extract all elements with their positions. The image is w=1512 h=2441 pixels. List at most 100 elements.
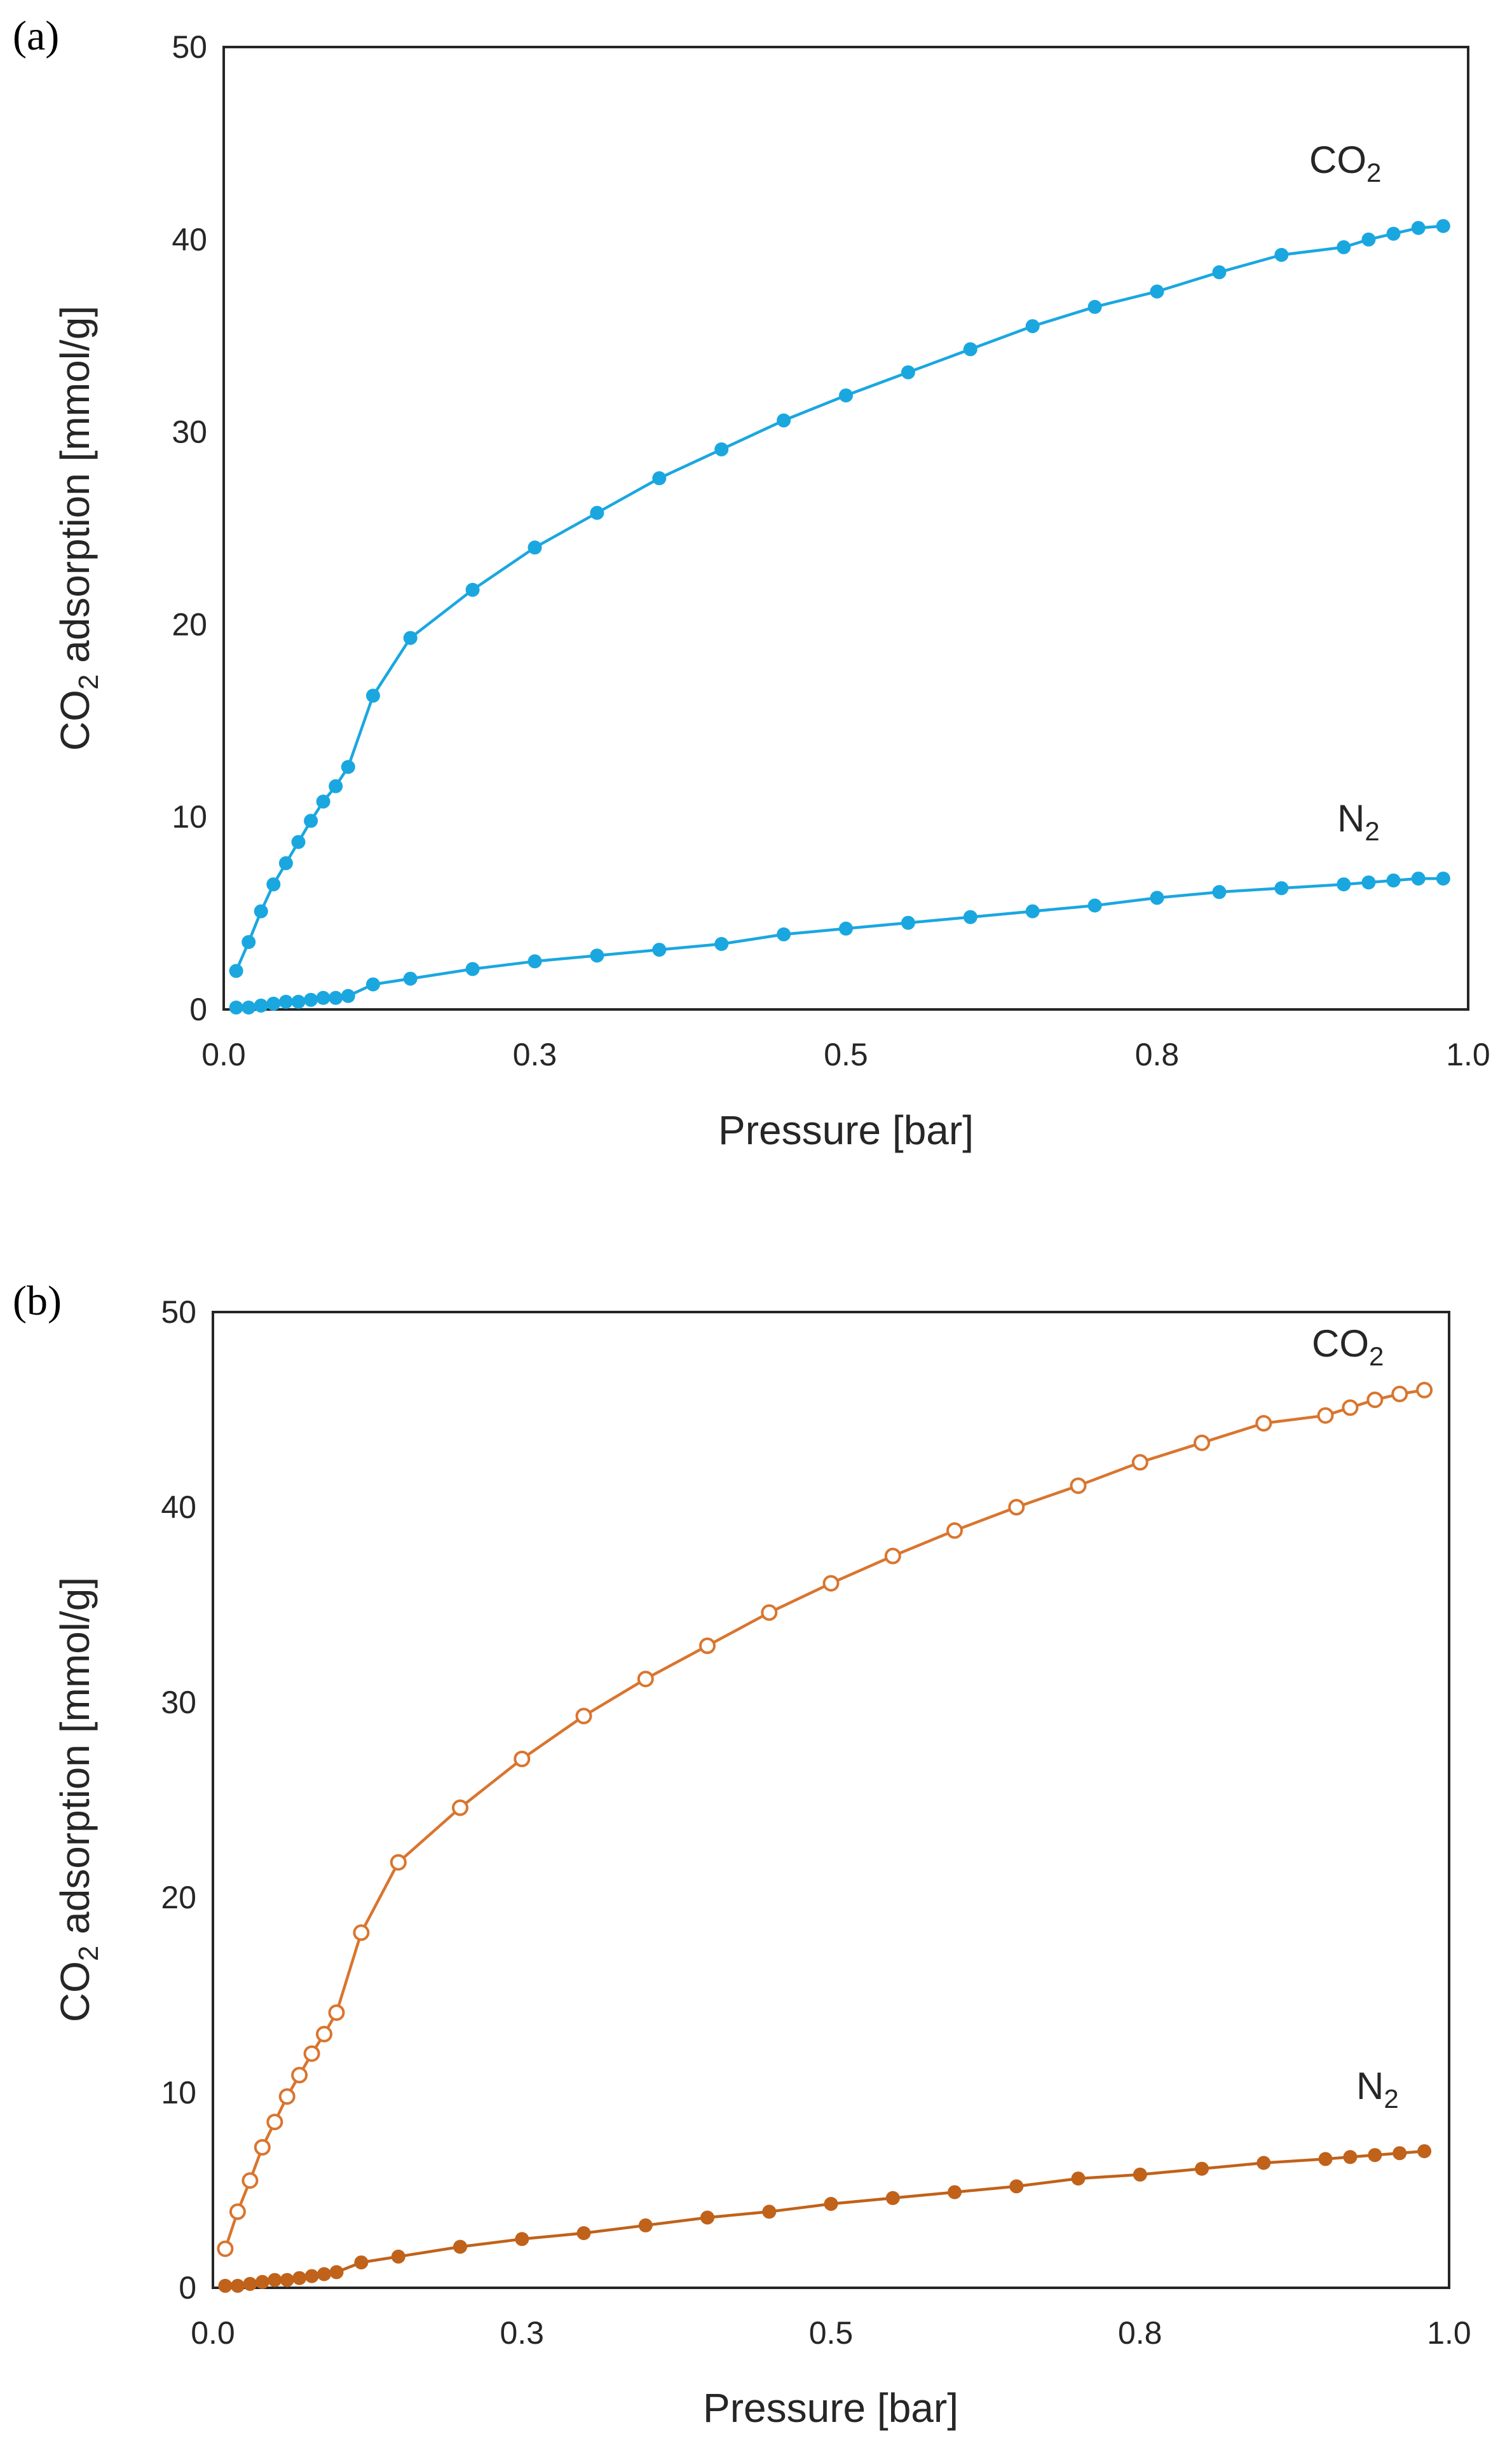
y-axis-title-b: CO2 adsorption [mmol/g] — [52, 1577, 104, 2022]
y-tick-label: 20 — [161, 1880, 196, 1915]
data-point-n2 — [963, 910, 977, 924]
data-point-co2 — [304, 814, 318, 828]
data-point-co2 — [278, 2088, 296, 2105]
data-point-n2 — [948, 2185, 962, 2199]
data-point-co2 — [266, 2114, 283, 2131]
data-point-n2 — [1133, 2167, 1147, 2182]
data-point-n2 — [354, 2255, 369, 2270]
y-tick-label: 0 — [189, 992, 207, 1027]
data-point-n2 — [1393, 2146, 1407, 2161]
data-point-co2 — [403, 631, 418, 645]
data-point-co2 — [316, 2025, 332, 2042]
data-point-co2 — [1274, 248, 1289, 262]
y-tick-labels-b: 0 10 20 30 40 50 — [161, 1294, 196, 2306]
data-point-n2 — [638, 2218, 653, 2232]
data-point-n2 — [777, 927, 791, 941]
data-point-co2 — [1317, 1407, 1334, 1424]
data-point-n2 — [229, 1001, 243, 1015]
data-point-co2 — [699, 1638, 716, 1654]
data-point-n2 — [329, 990, 343, 1005]
panel-label-a: (a) — [13, 13, 59, 59]
data-point-n2 — [254, 998, 268, 1013]
series-line-n2 — [236, 877, 1443, 1009]
data-point-co2 — [575, 1707, 592, 1725]
x-tick-label: 0.5 — [824, 1037, 868, 1072]
y-axis-title-a: CO2 adsorption [mmol/g] — [52, 306, 104, 751]
data-point-co2 — [254, 904, 268, 919]
data-point-co2 — [1361, 232, 1376, 247]
data-point-co2 — [884, 1547, 901, 1564]
data-point-n2 — [1087, 898, 1102, 913]
data-point-co2 — [278, 856, 293, 870]
data-point-n2 — [304, 2269, 319, 2283]
data-point-n2 — [700, 2210, 714, 2225]
data-point-n2 — [230, 2278, 245, 2293]
data-point-co2 — [1411, 221, 1426, 235]
x-tick-label: 1.0 — [1427, 2315, 1471, 2351]
data-point-co2 — [242, 2172, 259, 2189]
data-point-co2 — [229, 2203, 246, 2220]
data-point-n2 — [1386, 873, 1401, 888]
data-point-co2 — [1255, 1415, 1272, 1432]
x-axis-title-b: Pressure [bar] — [703, 2385, 958, 2431]
data-point-n2 — [1368, 2148, 1382, 2163]
y-axis-title-rest-a: adsorption [mmol/g] — [52, 306, 98, 674]
series-line-co2 — [224, 1388, 1425, 2250]
data-point-n2 — [576, 2226, 591, 2240]
data-point-n2 — [316, 990, 330, 1005]
data-point-co2 — [266, 877, 281, 892]
y-axis-title-sub-a: 2 — [73, 674, 104, 690]
data-point-co2 — [1386, 226, 1401, 241]
data-point-co2 — [714, 442, 729, 456]
data-point-co2 — [291, 835, 306, 849]
x-tick-label: 0.5 — [809, 2315, 854, 2351]
data-point-co2 — [637, 1671, 654, 1688]
data-point-co2 — [1337, 240, 1351, 254]
x-tick-label: 1.0 — [1446, 1037, 1490, 1072]
data-point-co2 — [514, 1751, 531, 1767]
x-tick-labels-a: 0.0 0.3 0.5 0.8 1.0 — [201, 1037, 1490, 1072]
data-point-co2 — [1436, 219, 1450, 233]
data-point-co2 — [1212, 265, 1227, 280]
series-lines-b — [224, 1388, 1425, 2288]
data-point-co2 — [1391, 1385, 1408, 1402]
y-tick-label: 30 — [161, 1685, 196, 1720]
data-point-n2 — [304, 992, 318, 1007]
data-point-n2 — [341, 988, 355, 1003]
y-tick-label: 40 — [161, 1489, 196, 1525]
data-point-co2 — [254, 2139, 271, 2156]
data-point-n2 — [528, 954, 542, 969]
data-point-co2 — [390, 1854, 407, 1871]
data-point-n2 — [1009, 2179, 1024, 2194]
data-point-co2 — [465, 582, 480, 597]
series-line-co2 — [235, 224, 1443, 972]
data-point-co2 — [316, 795, 330, 809]
data-point-n2 — [255, 2274, 269, 2289]
data-point-n2 — [515, 2232, 529, 2246]
data-point-n2 — [1318, 2152, 1333, 2166]
data-point-co2 — [1131, 1454, 1148, 1471]
series-label-co2-a: CO2 — [1309, 139, 1381, 188]
data-point-n2 — [465, 962, 480, 976]
data-point-n2 — [1361, 875, 1376, 890]
svg-text:CO2 adsorption [mmol/g]: CO2 adsorption [mmol/g] — [52, 1577, 104, 2022]
series-lines-a — [235, 224, 1443, 1009]
data-point-n2 — [1417, 2144, 1432, 2159]
data-point-n2 — [218, 2278, 233, 2293]
x-tick-label: 0.3 — [500, 2315, 544, 2351]
data-point-co2 — [1008, 1499, 1025, 1515]
data-point-n2 — [317, 2267, 331, 2281]
data-point-co2 — [353, 1924, 370, 1941]
data-point-co2 — [963, 342, 977, 357]
data-point-n2 — [824, 2197, 838, 2211]
data-point-n2 — [1195, 2161, 1209, 2176]
data-point-co2 — [452, 1799, 468, 1816]
data-point-n2 — [1343, 2150, 1358, 2164]
data-point-co2 — [590, 505, 604, 520]
data-point-n2 — [652, 943, 667, 957]
data-point-n2 — [280, 2273, 294, 2287]
data-point-co2 — [1366, 1391, 1384, 1409]
data-point-co2 — [341, 760, 355, 774]
y-tick-label: 30 — [172, 414, 207, 450]
x-tick-label: 0.0 — [191, 2315, 235, 2351]
